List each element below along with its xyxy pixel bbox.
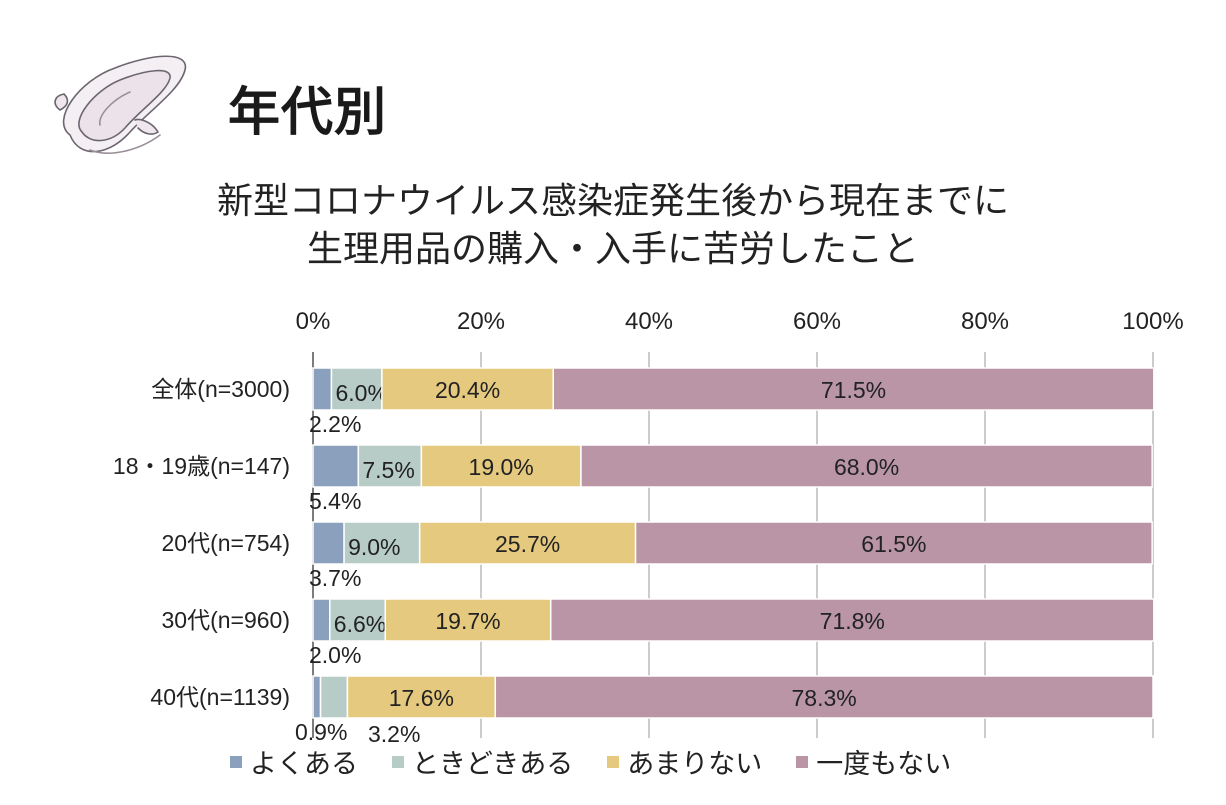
data-label: 71.8% (820, 608, 885, 634)
bar-segment (343, 521, 421, 565)
bar-segment (494, 675, 1154, 719)
bar-segment (384, 598, 552, 642)
bar-segment (312, 367, 333, 411)
legend-swatch (796, 755, 809, 768)
bar-segment (418, 521, 637, 565)
page-title: 年代別 (228, 83, 388, 143)
bar-segment (381, 367, 554, 411)
data-label: 2.2% (309, 411, 361, 437)
legend-swatch (230, 755, 242, 768)
bar-segment (634, 521, 1153, 565)
category-label: 20代(n=754) (162, 530, 291, 556)
data-label: 19.0% (469, 454, 534, 480)
bar-segment (357, 444, 423, 488)
x-tick-label: 60% (793, 308, 841, 335)
data-label: 68.0% (834, 454, 899, 480)
data-label: 7.5% (362, 457, 414, 483)
legend-item: よくある (230, 742, 358, 781)
legend-item: ときどきある (392, 742, 573, 781)
legend-label: よくある (250, 749, 358, 780)
chart-legend: よくある ときどきある あまりない 一度もない (230, 742, 951, 781)
x-tick-label: 100% (1122, 308, 1183, 335)
data-label: 71.5% (821, 377, 886, 403)
legend-swatch (392, 755, 404, 768)
chart-subtitle-line-2: 生理用品の購入・入手に苦労したこと (306, 229, 919, 270)
bar-segment (312, 444, 360, 488)
x-tick-label: 0% (296, 308, 331, 335)
legend-item: あまりない (607, 742, 762, 781)
data-label: 20.4% (435, 377, 500, 403)
category-label: 全体(n=3000) (151, 376, 290, 402)
data-label: 5.4% (309, 488, 361, 514)
bar-segment (329, 598, 386, 642)
bar-segment (312, 675, 322, 719)
x-tick-label: 80% (961, 308, 1009, 335)
data-label: 0.9% (295, 719, 347, 745)
data-label: 3.7% (309, 565, 361, 591)
category-label: 18・19歳(n=147) (113, 453, 290, 479)
data-label: 3.2% (368, 721, 420, 747)
category-label: 40代(n=1139) (150, 684, 290, 710)
data-label: 9.0% (348, 534, 400, 560)
data-label: 2.0% (309, 642, 361, 668)
data-label: 78.3% (792, 685, 857, 711)
bar-segment (549, 598, 1155, 642)
data-label: 17.6% (389, 685, 454, 711)
data-label: 6.6% (334, 611, 386, 637)
bar-segment (312, 521, 345, 565)
chart-subtitle-line-1: 新型コロナウイルス感染症発生後から現在までに (216, 181, 1009, 222)
legend-item: 一度もない (796, 742, 951, 781)
category-label: 30代(n=960) (162, 607, 291, 633)
legend-swatch (607, 755, 620, 768)
legend-label: ときどきある (412, 749, 574, 780)
sanitary-pad-icon (54, 55, 186, 154)
data-label: 19.7% (435, 608, 500, 634)
bar-segment (312, 598, 331, 642)
data-label: 25.7% (495, 531, 560, 557)
x-tick-label: 40% (625, 308, 673, 335)
x-tick-label: 20% (457, 308, 505, 335)
legend-label: 一度もない (816, 749, 952, 780)
bar-segment (580, 444, 1153, 488)
bar-segment (319, 675, 349, 719)
data-label: 61.5% (861, 531, 926, 557)
legend-label: あまりない (627, 749, 763, 780)
bar-segment (552, 367, 1155, 411)
data-label: 6.0% (335, 380, 387, 406)
bar-segment (330, 367, 383, 411)
